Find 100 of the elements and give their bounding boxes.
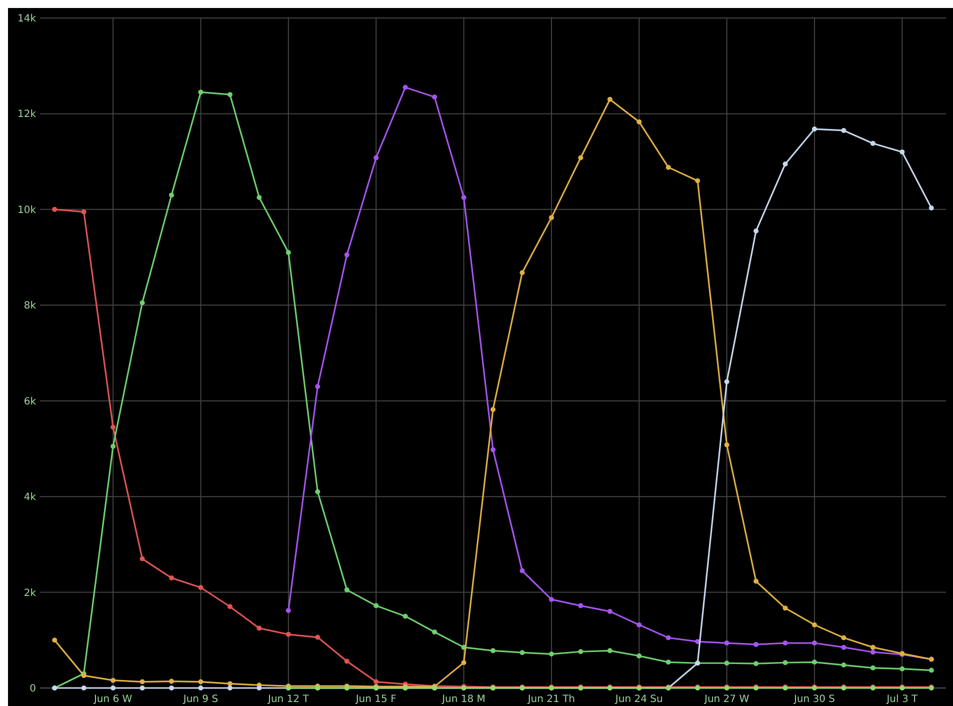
point — [140, 556, 145, 562]
point — [256, 194, 262, 200]
point — [578, 155, 584, 160]
point — [110, 686, 116, 690]
point — [110, 424, 116, 430]
x-tick-label: Jun 6 W — [92, 694, 132, 705]
point — [812, 660, 817, 665]
point — [724, 442, 730, 448]
point — [344, 252, 350, 258]
point — [227, 604, 232, 610]
point — [841, 644, 846, 650]
point — [256, 626, 262, 631]
point — [754, 228, 759, 234]
point — [900, 666, 905, 672]
point — [841, 128, 846, 133]
point — [490, 648, 496, 654]
point — [402, 614, 408, 619]
point — [870, 140, 876, 146]
point — [286, 608, 291, 613]
point — [432, 630, 438, 635]
point — [52, 638, 58, 643]
point — [782, 606, 788, 611]
point — [754, 642, 759, 647]
y-tick-label: 2k — [24, 588, 36, 599]
point — [374, 603, 379, 608]
point — [636, 653, 642, 658]
point — [548, 652, 554, 657]
point — [578, 603, 584, 608]
point — [782, 640, 788, 646]
point — [812, 622, 817, 628]
point — [607, 96, 612, 102]
y-tick-label: 4k — [24, 492, 36, 504]
point — [666, 164, 671, 170]
point — [286, 632, 291, 637]
y-tick-label: 10k — [17, 204, 36, 216]
point — [636, 119, 642, 124]
point — [782, 161, 788, 166]
point — [841, 635, 846, 640]
point — [344, 587, 350, 592]
point — [169, 575, 174, 580]
point — [52, 206, 58, 212]
point — [754, 578, 759, 584]
x-tick-label: Jun 24 Su — [614, 694, 663, 705]
point — [227, 681, 232, 686]
point — [374, 155, 379, 160]
point — [315, 384, 320, 389]
x-tick-label: Jun 12 T — [267, 694, 310, 705]
point — [490, 447, 496, 452]
point — [607, 608, 612, 614]
y-tick-label: 0 — [30, 684, 36, 694]
point — [724, 379, 730, 384]
point — [928, 668, 934, 673]
point — [110, 444, 116, 449]
y-tick-label: 6k — [24, 396, 36, 408]
point — [198, 686, 204, 690]
y-tick-label: 12k — [17, 109, 36, 120]
point — [169, 686, 174, 690]
point — [754, 661, 759, 666]
point — [256, 686, 262, 690]
point — [432, 94, 438, 100]
point — [724, 660, 730, 666]
point — [841, 662, 846, 668]
point — [169, 678, 174, 684]
x-tick-label: Jun 18 M — [441, 694, 486, 705]
point — [666, 635, 671, 640]
point — [140, 300, 145, 306]
point — [461, 194, 466, 200]
point — [315, 489, 320, 494]
x-tick-label: Jun 21 Th — [526, 694, 576, 705]
point — [928, 205, 934, 210]
point — [81, 209, 86, 214]
point — [110, 678, 116, 683]
point — [695, 178, 700, 184]
point — [198, 679, 204, 684]
x-tick-label: Jun 27 W — [704, 694, 750, 705]
point — [344, 658, 350, 664]
point — [724, 640, 730, 646]
point — [636, 622, 642, 628]
x-tick-label: Jun 9 S — [182, 694, 218, 705]
point — [548, 215, 554, 220]
point — [666, 660, 671, 665]
point — [461, 660, 466, 666]
point — [227, 92, 232, 98]
point — [490, 406, 496, 412]
point — [578, 649, 584, 654]
point — [169, 192, 174, 198]
point — [140, 679, 145, 684]
point — [870, 644, 876, 650]
point — [812, 640, 817, 646]
point — [520, 568, 525, 574]
point — [870, 650, 876, 655]
point — [900, 150, 905, 154]
point — [198, 90, 204, 95]
point — [607, 648, 612, 654]
point — [520, 650, 525, 656]
point — [402, 84, 408, 90]
point — [782, 660, 788, 666]
x-tick-label: Jun 15 F — [354, 694, 397, 705]
point — [198, 585, 204, 590]
y-tick-label: 14k — [17, 14, 36, 24]
